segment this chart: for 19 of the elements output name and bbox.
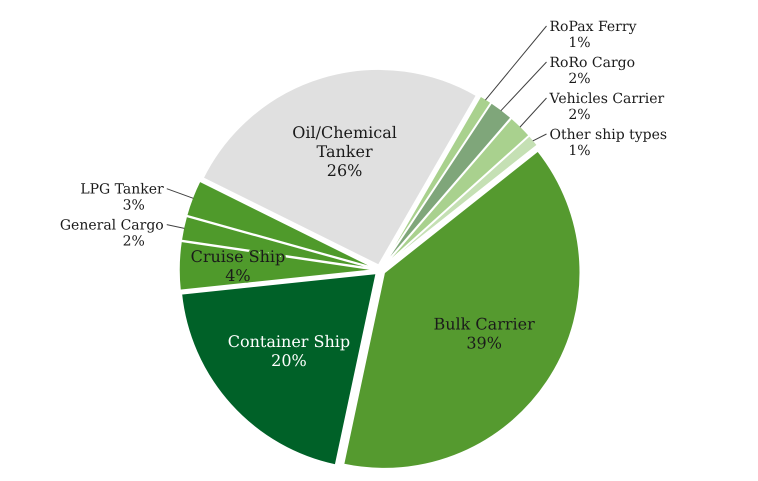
slice-label: Container Ship: [228, 332, 350, 351]
slice-label: Other ship types: [550, 127, 668, 143]
data-label: 26%: [326, 161, 362, 180]
data-label: 20%: [271, 350, 307, 370]
data-label: 39%: [466, 334, 502, 353]
slice-label: RoRo Cargo: [550, 55, 636, 71]
data-label: 2%: [568, 71, 591, 87]
data-label: 4%: [225, 266, 251, 286]
data-label: 2%: [122, 234, 145, 250]
data-label: 1%: [568, 143, 591, 159]
slice-label: General Cargo: [60, 218, 164, 234]
slice-label: Vehicles Carrier: [548, 91, 665, 107]
slice-label: Bulk Carrier: [433, 314, 536, 334]
slice-label: Oil/Chemical Tanker: [292, 123, 397, 162]
slice-label: RoPax Ferry: [550, 19, 637, 35]
data-label: 3%: [122, 198, 145, 214]
slice-label: LPG Tanker: [80, 182, 164, 198]
data-label: 2%: [568, 107, 591, 123]
data-label: 1%: [568, 35, 591, 51]
